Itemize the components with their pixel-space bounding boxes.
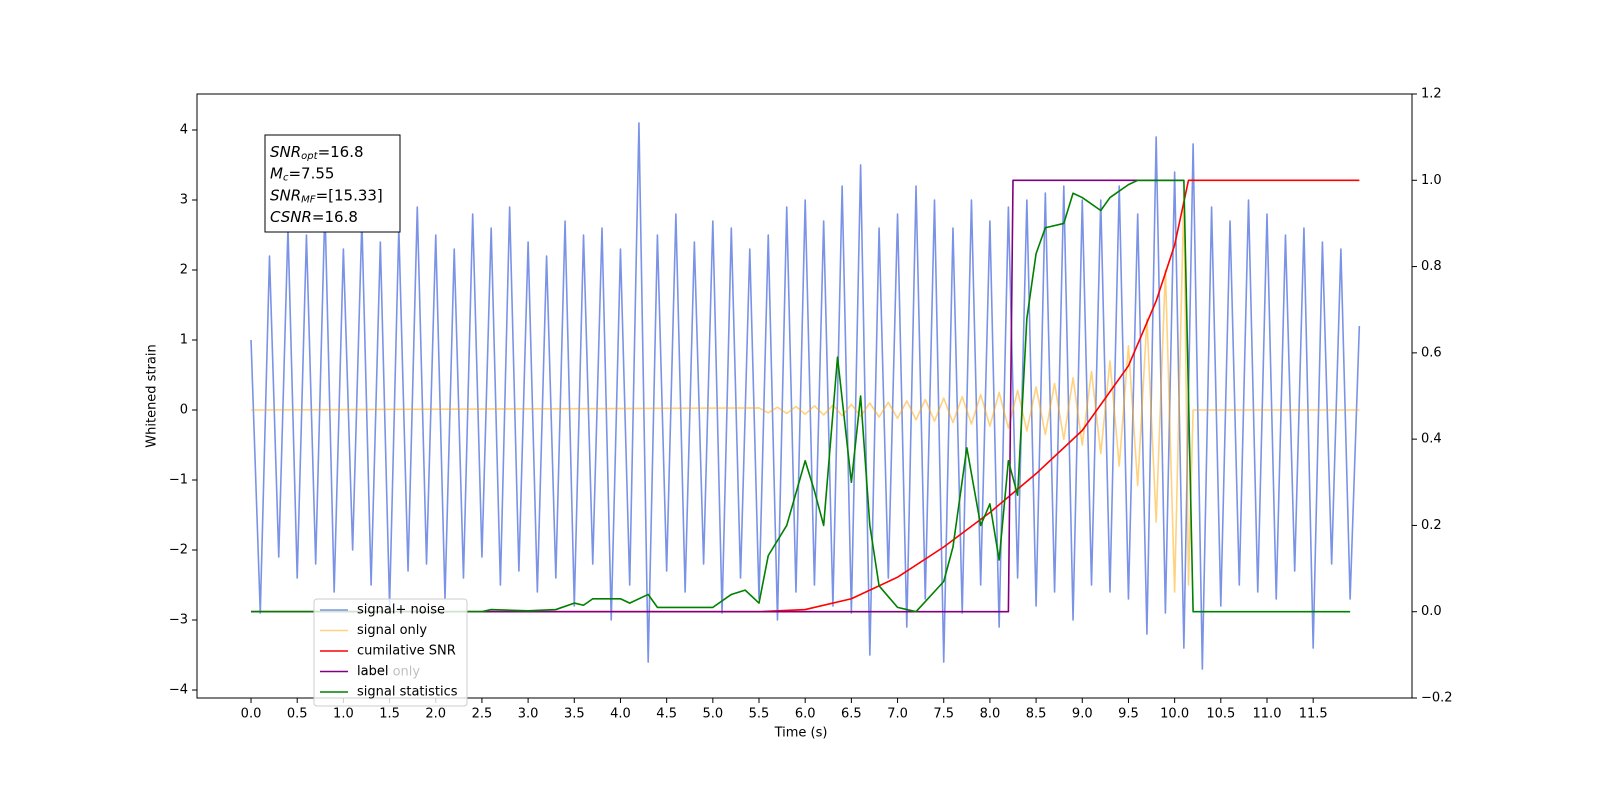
y2-tick-label: −0.2	[1421, 691, 1453, 706]
annotation-value: =16.8	[318, 143, 364, 161]
x-tick-label: 9.5	[1118, 707, 1139, 722]
legend-label: signal only	[357, 623, 427, 638]
x-tick-label: 8.5	[1026, 707, 1047, 722]
y2-tick-label: 0.0	[1421, 604, 1442, 619]
annotation-frame	[264, 134, 401, 233]
annotation-line: SNRMF=[15.33]	[270, 186, 383, 206]
x-tick-label: 2.0	[425, 707, 446, 722]
annotation-subscript: opt	[301, 151, 318, 162]
annotation-subscript: MF	[301, 194, 316, 205]
legend-frame	[313, 598, 468, 707]
annotation-value: =16.8	[312, 208, 358, 226]
annotation-line: Mc=7.55	[270, 164, 334, 184]
y2-tick-label: 0.6	[1421, 345, 1442, 360]
x-tick-label: 5.5	[749, 707, 770, 722]
legend: signal+ noise signal only cumilative SNR la…	[313, 598, 468, 707]
x-tick-label: 10.5	[1206, 707, 1235, 722]
x-tick-label: 3.0	[518, 707, 539, 722]
y-tick-label: 3	[180, 192, 188, 207]
x-tick-label: 8.0	[980, 707, 1001, 722]
annotation-value: =[15.33]	[316, 186, 383, 204]
y2-tick-label: 1.2	[1421, 87, 1442, 102]
annotation-symbol: SNR	[270, 186, 301, 204]
x-tick-label: 2.5	[472, 707, 493, 722]
x-tick-label: 5.0	[702, 707, 723, 722]
annotation-subscript: c	[283, 173, 289, 184]
y2-tick-label: 1.0	[1421, 173, 1442, 188]
plot-area	[250, 122, 1361, 670]
x-tick-label: 1.5	[379, 707, 400, 722]
series-line	[250, 122, 1361, 670]
x-tick-label: 10.0	[1160, 707, 1189, 722]
x-tick-label: 0.0	[241, 707, 262, 722]
x-tick-label: 0.5	[287, 707, 308, 722]
y-tick-label: −4	[169, 683, 188, 698]
annotation-line: SNRopt=16.8	[270, 143, 364, 163]
legend-label: cumilative SNR	[357, 644, 456, 659]
annotation-symbol: M	[270, 164, 283, 182]
annotation-value: =7.55	[288, 164, 334, 182]
y-tick-label: −3	[169, 613, 188, 628]
y-tick-label: 4	[180, 122, 188, 137]
legend-label: label	[357, 664, 388, 679]
x-tick-label: 4.5	[656, 707, 677, 722]
axes-frame	[196, 93, 1413, 699]
series-line	[251, 179, 1360, 613]
annotation-symbol: CSNR	[270, 208, 312, 226]
x-axis-label: Time (s)	[774, 726, 828, 741]
y2-tick-label: 0.8	[1421, 259, 1442, 274]
y2-tick-label: 0.2	[1421, 518, 1442, 533]
x-tick-label: 6.0	[795, 707, 816, 722]
x-tick-label: 4.0	[610, 707, 631, 722]
legend-label: signal statistics	[357, 685, 458, 700]
x-tick-label: 11.5	[1299, 707, 1328, 722]
annotation-symbol: SNR	[270, 143, 301, 161]
x-tick-label: 11.0	[1253, 707, 1282, 722]
legend-ghost-label: label only	[357, 665, 420, 680]
y-tick-label: −1	[169, 473, 188, 488]
y2-tick-label: 0.4	[1421, 432, 1442, 447]
x-tick-label: 9.0	[1072, 707, 1093, 722]
x-tick-label: 1.0	[333, 707, 354, 722]
x-tick-label: 6.5	[841, 707, 862, 722]
y-tick-label: −2	[169, 543, 188, 558]
x-tick-label: 7.0	[887, 707, 908, 722]
y-axis-label: Whitened strain	[145, 344, 160, 447]
series-line	[251, 179, 1351, 613]
series-line	[251, 179, 1184, 613]
annotation-line: CSNR=16.8	[270, 208, 358, 226]
x-tick-label: 3.5	[564, 707, 585, 722]
y-tick-label: 2	[180, 262, 188, 277]
series-line	[251, 192, 1360, 593]
y-tick-label: 0	[180, 403, 188, 418]
x-tick-label: 7.5	[933, 707, 954, 722]
y-tick-label: 1	[180, 332, 188, 347]
legend-label: signal+ noise	[357, 603, 445, 618]
